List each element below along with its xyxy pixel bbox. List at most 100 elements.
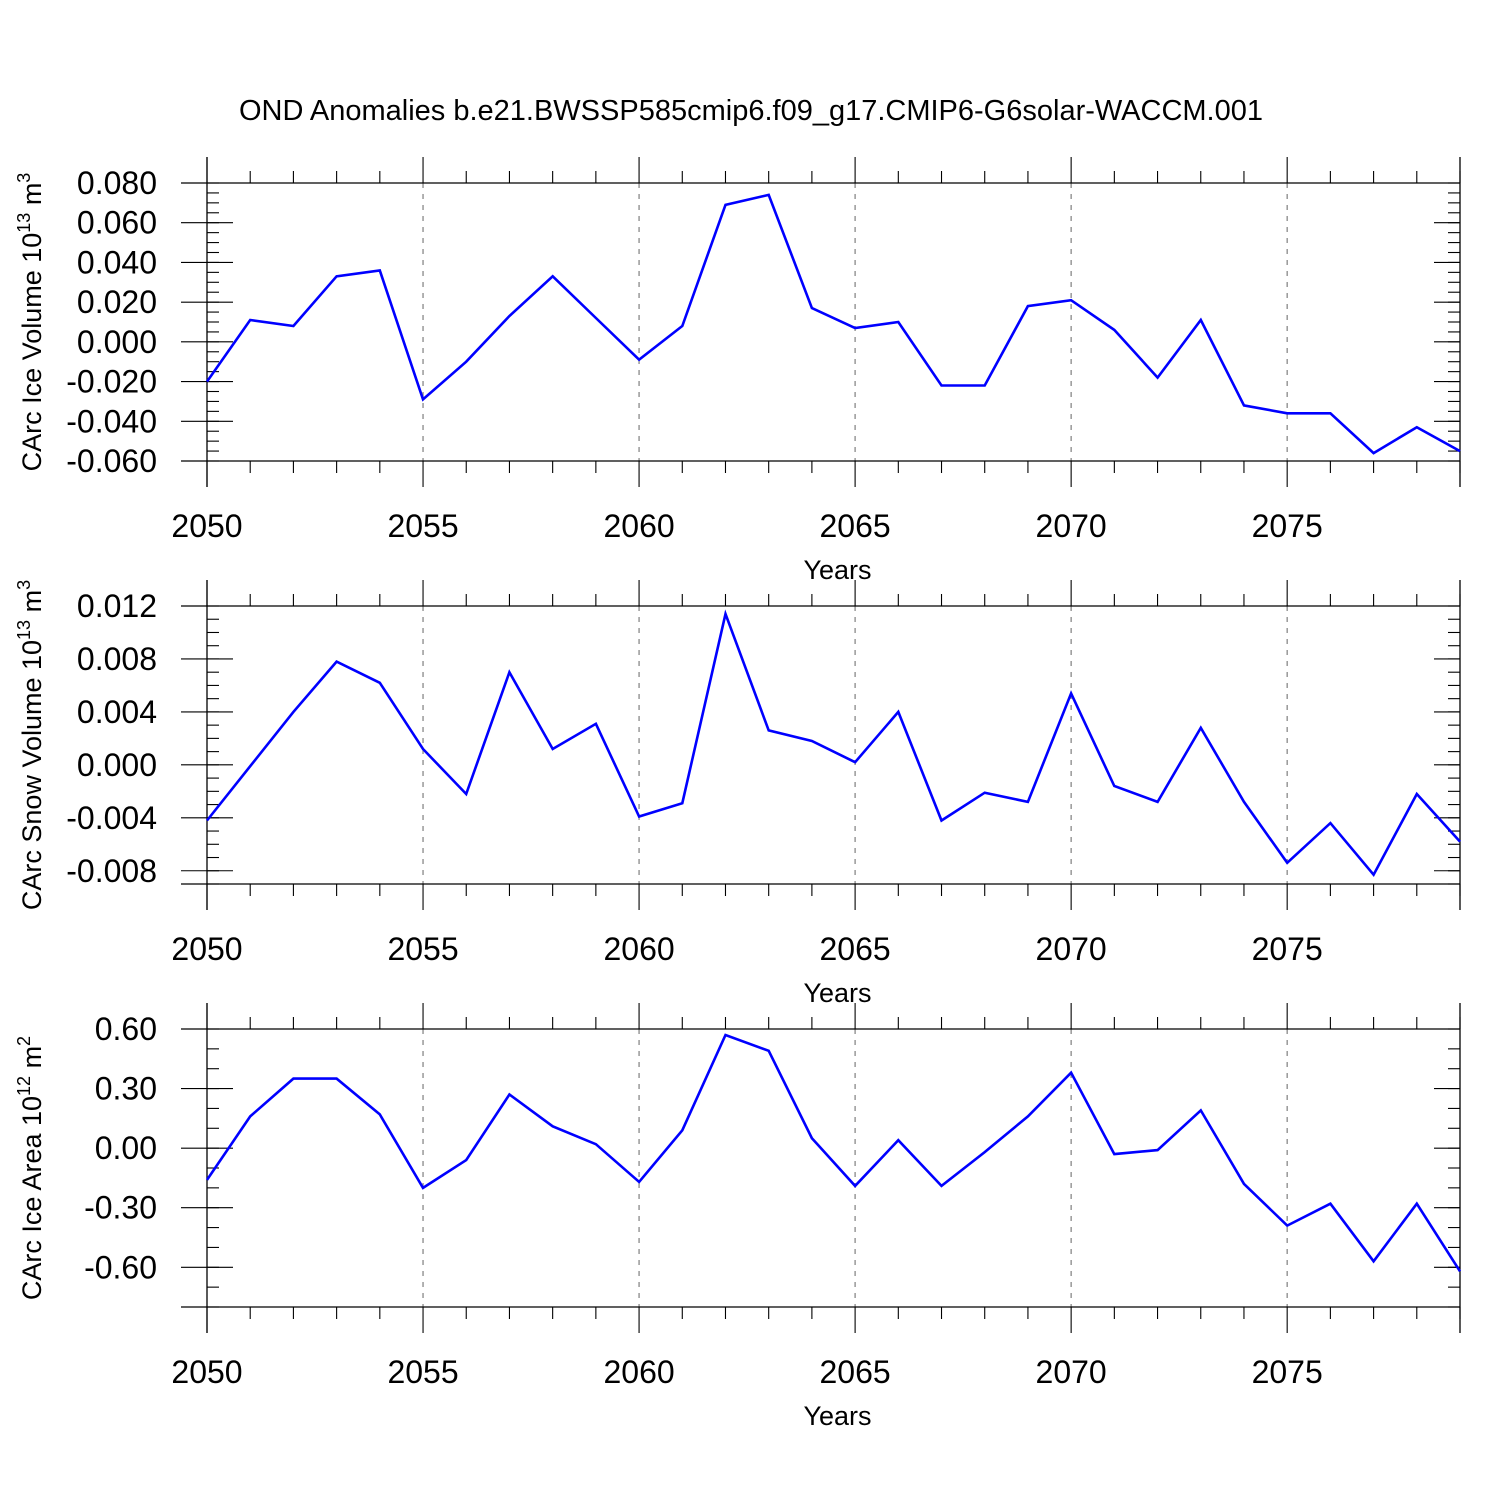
data-point [854,327,856,329]
data-point [1070,299,1072,301]
data-point [249,319,251,321]
y-tick-label: 0.020 [77,284,157,320]
x-axis-title: Years [803,1401,871,1431]
data-point [681,1129,683,1131]
data-point [551,275,553,277]
x-tick-label: 2070 [1036,1354,1107,1390]
y-axis-title-exponent: 12 [14,1076,34,1096]
y-tick-label: 0.00 [95,1130,157,1166]
x-tick-label: 2060 [603,508,674,544]
data-point [1416,426,1418,428]
y-axis-title-unit: m [17,590,47,620]
data-point [1113,1153,1115,1155]
data-point [1372,452,1374,454]
data-point [940,1185,942,1187]
x-tick-label: 2055 [387,508,458,544]
data-point [1113,785,1115,787]
data-series-line [205,193,1461,455]
data-point [1459,450,1461,452]
data-point [1459,1270,1461,1272]
y-axis-title-unit: m [17,183,47,213]
data-point [1156,1149,1158,1151]
data-point [1070,692,1072,694]
data-point [379,682,381,684]
data-point [249,1115,251,1117]
chart-panel-3: 0.60 0.30 0.00 -0.30 -0.60 2050 2055 2060 2065 20… [14,1003,1462,1431]
y-axis-title-unit-exponent: 3 [14,580,34,590]
data-point [1286,862,1288,864]
data-point [422,1187,424,1189]
data-point [379,1113,381,1115]
data-point [379,269,381,271]
data-point [1200,319,1202,321]
data-point [1243,1183,1245,1185]
x-tick-label: 2055 [387,931,458,967]
chart-panel-2: 0.012 0.008 0.004 0.000 -0.004 -0.008 2050 2055… [14,580,1461,1008]
y-axis-title: CArc Snow Volume 1013 m3 [14,580,47,910]
data-point [508,1093,510,1095]
y-axis-title-exponent: 13 [14,213,34,233]
data-point [508,315,510,317]
x-tick-label: 2075 [1252,508,1323,544]
x-tick-label: 2075 [1252,1354,1323,1390]
y-tick-label: -0.008 [66,853,157,889]
data-point [595,723,597,725]
x-tick-label: 2065 [820,508,891,544]
data-point [811,1137,813,1139]
data-point [595,317,597,319]
data-point [422,398,424,400]
y-tick-label: -0.060 [66,443,157,479]
data-point [984,791,986,793]
data-point [1416,1203,1418,1205]
data-point [638,815,640,817]
y-axis-title-exponent: 13 [14,620,34,640]
data-point [1027,305,1029,307]
data-point [854,761,856,763]
y-axis-title-main: CArc Snow Volume 10 [17,640,47,910]
data-point [681,802,683,804]
y-axis-title: CArc Ice Volume 1013 m3 [14,173,47,472]
data-point [422,748,424,750]
data-point [1070,1071,1072,1073]
y-axis-title-unit: m [17,1046,47,1076]
data-point [206,1179,208,1181]
data-point [1329,412,1331,414]
data-point [292,1077,294,1079]
data-point [551,1125,553,1127]
data-point [1200,1109,1202,1111]
y-tick-label: 0.060 [77,205,157,241]
data-series-line [205,1033,1462,1273]
data-series-line [205,609,1461,878]
data-point [854,1185,856,1187]
data-point [1372,874,1374,876]
y-tick-label: -0.60 [84,1249,157,1285]
y-tick-label: 0.080 [77,165,157,201]
y-tick-label: 0.000 [77,747,157,783]
y-axis-title-main: CArc Ice Area 10 [17,1096,47,1300]
data-point [767,1050,769,1052]
x-axis-title: Years [803,978,871,1008]
data-point [897,711,899,713]
data-point [811,740,813,742]
data-point [1113,329,1115,331]
data-point [595,1143,597,1145]
data-point [1286,1224,1288,1226]
data-point [292,711,294,713]
data-point [1243,404,1245,406]
data-point [1372,1260,1374,1262]
y-tick-label: 0.004 [77,694,157,730]
x-tick-label: 2050 [171,508,242,544]
data-point [1027,801,1029,803]
x-tick-label: 2070 [1036,931,1107,967]
y-tick-label: 0.012 [77,588,157,624]
data-point [724,204,726,206]
data-point [1243,801,1245,803]
data-point [767,729,769,731]
data-point [206,380,208,382]
y-tick-label: -0.30 [84,1190,157,1226]
data-point [292,325,294,327]
y-tick-label: -0.004 [66,800,157,836]
